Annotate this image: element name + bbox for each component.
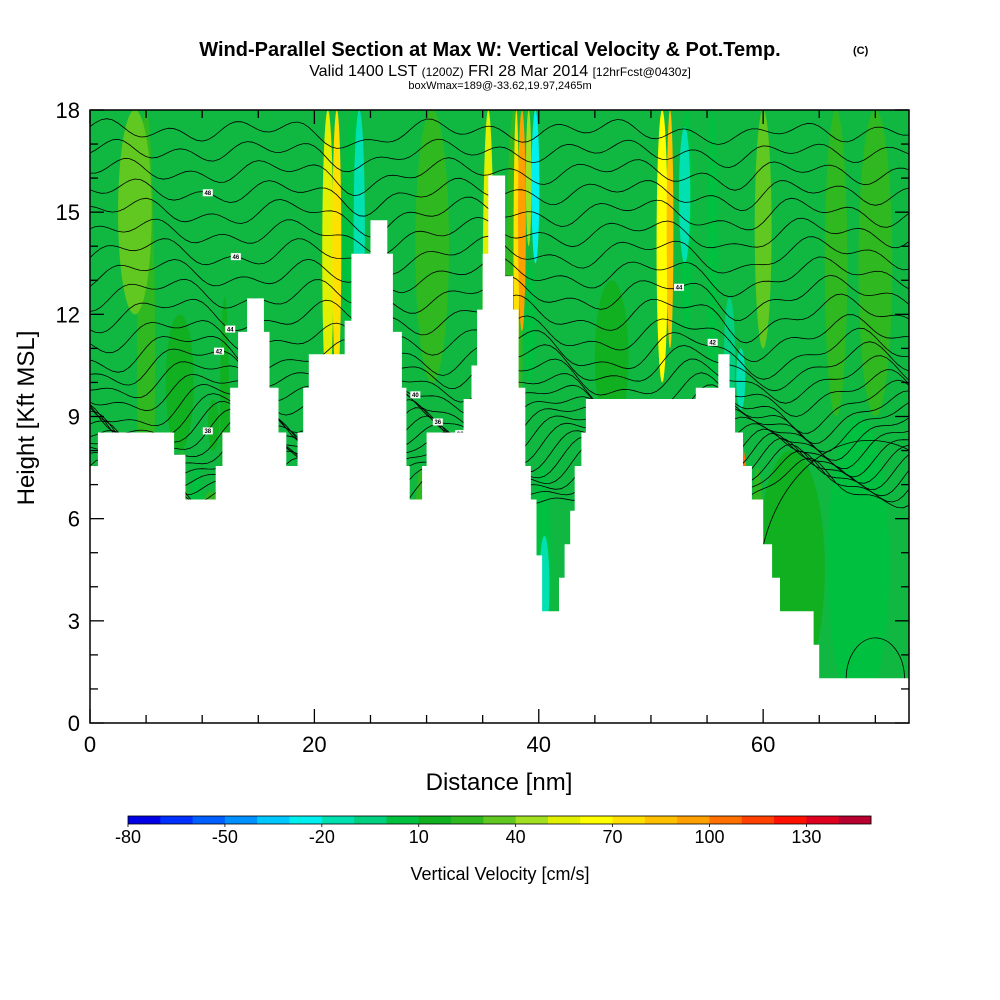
y-tick-label-15: 15 xyxy=(56,200,80,225)
isentrope-label-box-19 xyxy=(230,253,241,261)
terrain xyxy=(90,175,909,723)
plot-area: 3434363838364040424244444648 xyxy=(90,110,909,723)
chart-subtitle: Valid 1400 LST (1200Z) FRI 28 Mar 2014 [… xyxy=(309,63,691,80)
velocity-band-42 xyxy=(656,110,668,383)
velocity-band-56 xyxy=(824,110,848,417)
colorbar-cell-16 xyxy=(644,816,678,824)
colorbar-label-5: 70 xyxy=(603,827,623,847)
isentrope-label-11: 40 xyxy=(412,393,419,399)
isentrope-label-box-17 xyxy=(674,283,685,291)
velocity-band-48 xyxy=(736,348,746,410)
colorbar-cell-3 xyxy=(224,816,258,824)
colorbar-cell-19 xyxy=(741,816,775,824)
colorbar-cell-15 xyxy=(612,816,646,824)
y-tick-label-3: 3 xyxy=(68,609,80,634)
colorbar-cell-10 xyxy=(451,816,484,824)
isentrope-label-box-7 xyxy=(202,427,213,435)
chart-title: Wind-Parallel Section at Max W: Vertical… xyxy=(199,39,780,61)
velocity-band-34 xyxy=(531,110,540,264)
colorbar-cell-7 xyxy=(354,816,387,824)
velocity-band-59 xyxy=(165,314,194,451)
isentrope-label-box-11 xyxy=(410,391,421,399)
isentrope-label-16: 44 xyxy=(227,327,234,333)
colorbar-cell-18 xyxy=(709,816,743,824)
subtitle-utc: (1200Z) xyxy=(422,65,464,79)
x-tick-label-20: 20 xyxy=(302,732,326,757)
colorbar: -80 -50 -20 10 40 70 100 130 xyxy=(115,815,872,847)
colorbar-label-7: 130 xyxy=(791,827,821,847)
y-tick-label-0: 0 xyxy=(68,711,80,736)
velocity-band-57 xyxy=(594,280,629,434)
x-tick-label-60: 60 xyxy=(751,732,775,757)
velocity-band-45 xyxy=(679,127,691,264)
isentrope-label-17: 44 xyxy=(676,285,683,291)
isentrope-label-14: 42 xyxy=(709,341,716,347)
title-copyright: (C) xyxy=(853,45,869,57)
velocity-band-63 xyxy=(754,110,772,349)
isentrope-label-19: 46 xyxy=(233,255,240,261)
colorbar-cell-12 xyxy=(515,816,549,824)
isentrope-label-box-13 xyxy=(214,347,225,355)
colorbar-cell-20 xyxy=(774,816,807,824)
colorbar-cell-2 xyxy=(192,816,226,824)
isentrope-label-7: 38 xyxy=(204,429,211,435)
y-tick-label-18: 18 xyxy=(56,98,80,123)
colorbar-cell-22 xyxy=(838,816,872,824)
isentrope-label-box-14 xyxy=(707,338,718,346)
colorbar-label-6: 100 xyxy=(694,827,724,847)
colorbar-cell-13 xyxy=(547,816,581,824)
x-axis-title: Distance [nm] xyxy=(426,769,573,796)
colorbar-cell-1 xyxy=(160,816,194,824)
colorbar-cell-17 xyxy=(677,816,710,824)
isentrope-label-box-9 xyxy=(432,418,443,426)
colorbar-cell-5 xyxy=(289,816,323,824)
colorbar-label-1: -50 xyxy=(212,827,238,847)
subtitle-forecast: [12hrFcst@0430z] xyxy=(593,65,691,79)
colorbar-label-3: 10 xyxy=(409,827,429,847)
y-tick-label-12: 12 xyxy=(56,302,80,327)
velocity-band-60 xyxy=(207,399,220,451)
isentrope-label-box-22 xyxy=(202,189,213,197)
colorbar-cell-0 xyxy=(128,816,161,824)
velocity-band-17 xyxy=(322,110,334,400)
x-tick-label-40: 40 xyxy=(527,732,551,757)
isentrope-label-box-16 xyxy=(225,325,236,333)
colorbar-cell-11 xyxy=(483,816,517,824)
velocity-band-61 xyxy=(118,110,152,315)
colorbar-cell-6 xyxy=(321,816,355,824)
velocity-band-43 xyxy=(666,110,674,349)
colorbar-label-0: -80 xyxy=(115,827,141,847)
velocity-band-18 xyxy=(332,110,342,383)
colorbar-cell-9 xyxy=(418,816,452,824)
colorbar-title: Vertical Velocity [cm/s] xyxy=(410,864,589,884)
velocity-band-35 xyxy=(524,263,536,383)
isentrope-23 xyxy=(90,157,909,197)
velocity-band-62 xyxy=(858,110,893,417)
velocity-band-58 xyxy=(415,110,450,383)
y-tick-label-6: 6 xyxy=(68,507,80,532)
isentrope-label-9: 36 xyxy=(434,420,441,426)
subtitle-valid-time: Valid 1400 LST xyxy=(309,63,417,80)
x-tick-label-0: 0 xyxy=(84,732,96,757)
colorbar-cell-8 xyxy=(386,816,420,824)
y-tick-label-9: 9 xyxy=(68,405,80,430)
isentrope-25 xyxy=(90,118,909,149)
colorbar-label-2: -20 xyxy=(309,827,335,847)
colorbar-cell-4 xyxy=(257,816,290,824)
isentrope-label-22: 48 xyxy=(204,191,211,197)
colorbar-cell-21 xyxy=(806,816,840,824)
isentrope-24 xyxy=(90,138,909,173)
y-axis-title: Height [Kft MSL] xyxy=(13,331,40,506)
colorbar-label-4: 40 xyxy=(506,827,526,847)
isentrope-label-13: 42 xyxy=(216,349,223,355)
colorbar-frame xyxy=(127,815,872,825)
terrain-mask xyxy=(90,175,909,723)
colorbar-cell-14 xyxy=(580,816,613,824)
subtitle-date: FRI 28 Mar 2014 xyxy=(468,63,588,80)
velocity-band-32 xyxy=(518,110,526,332)
box-info: boxWmax=189@-33.62,19.97,2465m xyxy=(408,80,591,92)
